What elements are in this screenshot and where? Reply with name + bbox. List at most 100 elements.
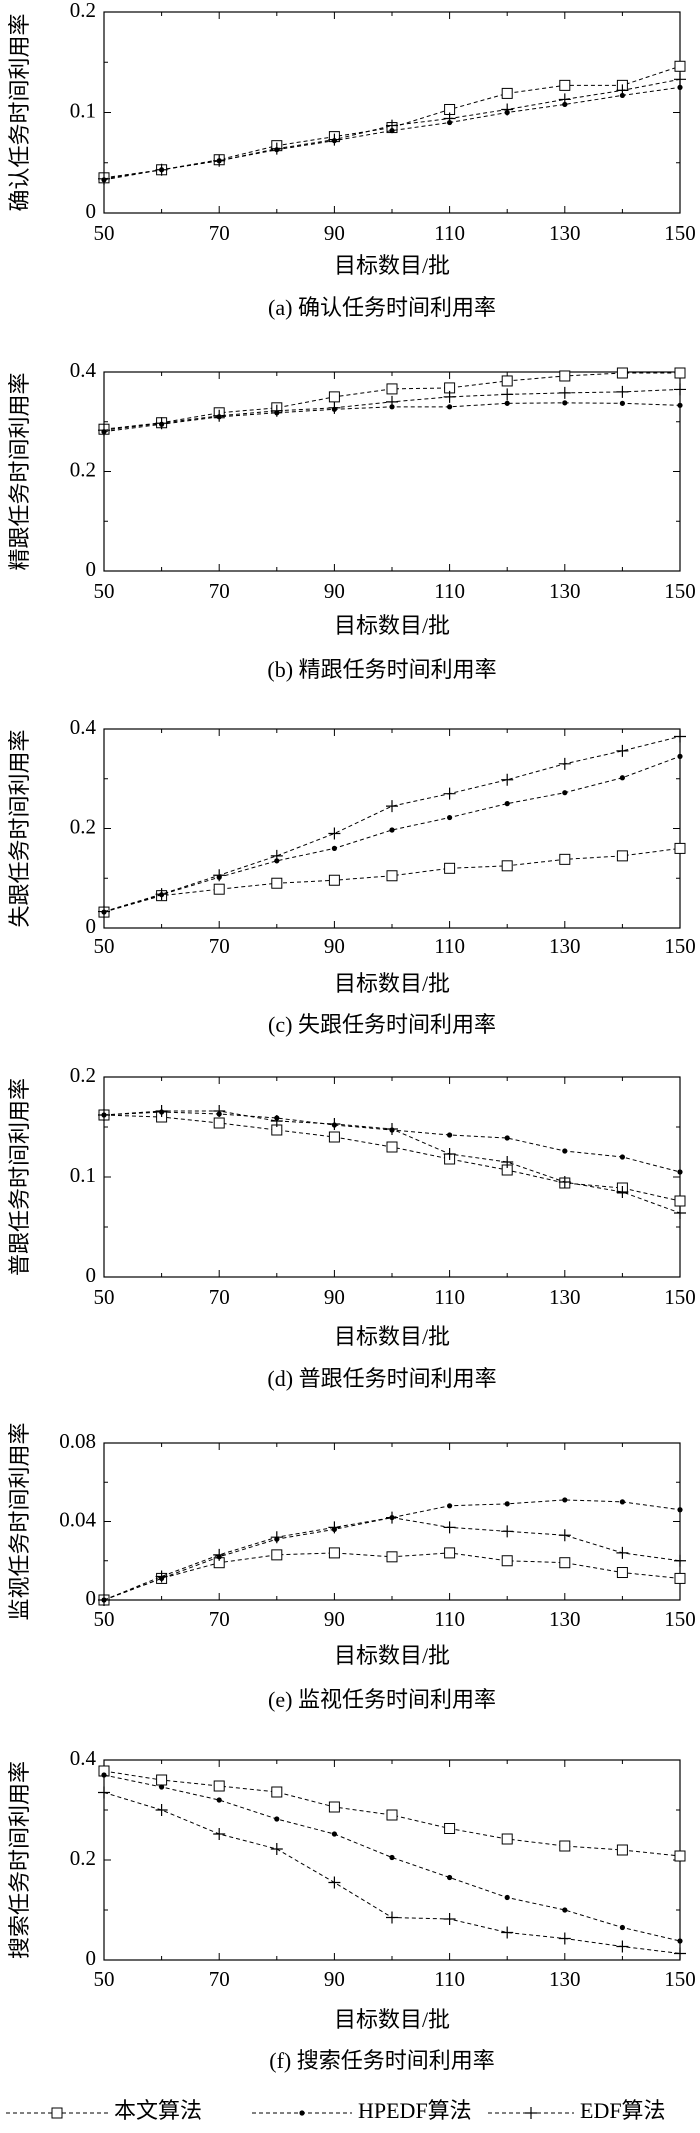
chart-caption: (e) 监视任务时间利用率 — [268, 1687, 496, 1712]
x-tick-label: 70 — [209, 221, 230, 245]
data-point-dot — [562, 1148, 568, 1154]
y-tick-label: 0 — [86, 914, 97, 938]
chart-caption: (a) 确认任务时间利用率 — [268, 295, 496, 320]
data-point-plus — [501, 1525, 514, 1538]
x-tick-label: 90 — [324, 1967, 345, 1991]
series-line — [103, 1774, 681, 1942]
y-tick-label: 0.2 — [70, 814, 96, 838]
series-line — [103, 372, 680, 430]
data-point-plus — [98, 905, 110, 918]
y-tick-label: 0 — [86, 1263, 97, 1287]
data-point-square — [674, 1195, 686, 1207]
data-point-square — [559, 1557, 571, 1569]
x-tick-label: 70 — [209, 1285, 230, 1309]
legend-marker-square — [51, 2107, 63, 2119]
data-point-square — [501, 1833, 513, 1845]
data-point-plus — [674, 383, 686, 396]
y-tick-label: 0.1 — [70, 1163, 96, 1187]
plot-frame — [103, 1076, 681, 1278]
x-tick-label: 130 — [549, 1967, 581, 1991]
x-axis-label: 目标数目/批 — [334, 2007, 450, 2032]
data-point-dot — [504, 1894, 510, 1901]
data-point-square — [674, 1850, 686, 1862]
x-tick-label: 110 — [434, 934, 465, 958]
data-point-square — [674, 60, 686, 72]
data-point-plus — [674, 730, 686, 743]
data-point-plus — [155, 1570, 168, 1583]
data-point-plus — [213, 1105, 226, 1117]
y-axis-label: 监视任务时间利用率 — [7, 1422, 32, 1620]
data-point-plus — [501, 1156, 514, 1168]
x-tick-label: 50 — [94, 1607, 115, 1631]
x-tick-label: 90 — [324, 1607, 345, 1631]
y-tick-label: 0.2 — [70, 0, 96, 22]
data-point-plus — [674, 1207, 686, 1219]
data-point-square — [386, 1809, 398, 1821]
chart-caption: (c) 失跟任务时间利用率 — [268, 1012, 496, 1037]
data-point-plus — [501, 388, 514, 401]
data-point-plus — [213, 869, 226, 882]
y-axis-label: 搜索任务时间利用率 — [7, 1761, 32, 1959]
data-point-square — [444, 1547, 456, 1559]
data-point-plus — [386, 1511, 398, 1524]
x-tick-label: 50 — [94, 579, 115, 603]
data-point-square — [386, 383, 398, 395]
data-point-square — [674, 367, 686, 379]
x-axis-label: 目标数目/批 — [334, 1324, 450, 1349]
data-point-square — [616, 367, 628, 379]
x-tick-label: 150 — [664, 1285, 696, 1309]
x-tick-label: 150 — [664, 1607, 696, 1631]
series-line — [103, 1499, 681, 1601]
data-point-dot — [677, 1507, 683, 1513]
y-tick-label: 0 — [86, 199, 97, 223]
data-point-square — [501, 860, 513, 872]
data-point-square — [559, 853, 571, 865]
data-point-dot — [619, 1924, 626, 1931]
data-point-dot — [677, 402, 683, 408]
x-tick-label: 50 — [94, 1967, 115, 1991]
series-line — [103, 1770, 681, 1857]
legend-item: EDF算法 — [488, 2098, 666, 2123]
x-tick-label: 90 — [324, 934, 345, 958]
data-point-plus — [270, 1531, 283, 1544]
series-line — [103, 735, 681, 913]
data-point-dot — [562, 1497, 568, 1503]
y-axis-label: 精跟任务时间利用率 — [7, 372, 32, 570]
y-tick-label: 0.4 — [70, 358, 97, 382]
data-point-plus — [443, 1913, 456, 1925]
data-point-square — [386, 1551, 398, 1563]
y-tick-label: 0.2 — [70, 1846, 96, 1870]
data-point-plus — [674, 1947, 686, 1960]
data-point-dot — [619, 775, 626, 781]
x-tick-label: 90 — [324, 579, 345, 603]
data-point-square — [213, 883, 225, 895]
data-point-square — [616, 1844, 628, 1856]
x-axis-label: 目标数目/批 — [334, 613, 450, 638]
x-tick-label: 110 — [434, 1967, 465, 1991]
chart-caption: (f) 搜索任务时间利用率 — [269, 2048, 494, 2073]
data-point-plus — [270, 1843, 283, 1855]
x-tick-label: 50 — [94, 1285, 115, 1309]
data-point-plus — [616, 1546, 629, 1559]
data-point-dot — [447, 1874, 453, 1881]
y-tick-label: 0.2 — [70, 457, 96, 481]
x-tick-label: 90 — [324, 1285, 345, 1309]
data-point-square — [328, 1547, 340, 1559]
data-point-dot — [562, 400, 568, 406]
data-point-square — [559, 79, 571, 91]
data-point-square — [156, 1774, 168, 1786]
data-point-square — [501, 375, 513, 387]
data-point-plus — [443, 1148, 456, 1160]
data-point-plus — [328, 1876, 341, 1889]
chart-caption: (d) 普跟任务时间利用率 — [267, 1366, 496, 1391]
data-point-plus — [98, 1786, 110, 1799]
data-point-plus — [558, 1176, 571, 1188]
data-point-plus — [501, 773, 514, 786]
data-point-dot — [619, 1499, 626, 1505]
y-tick-label: 0.4 — [70, 1746, 97, 1770]
series-dot — [101, 84, 683, 183]
legend-marker-dot — [299, 2110, 305, 2116]
